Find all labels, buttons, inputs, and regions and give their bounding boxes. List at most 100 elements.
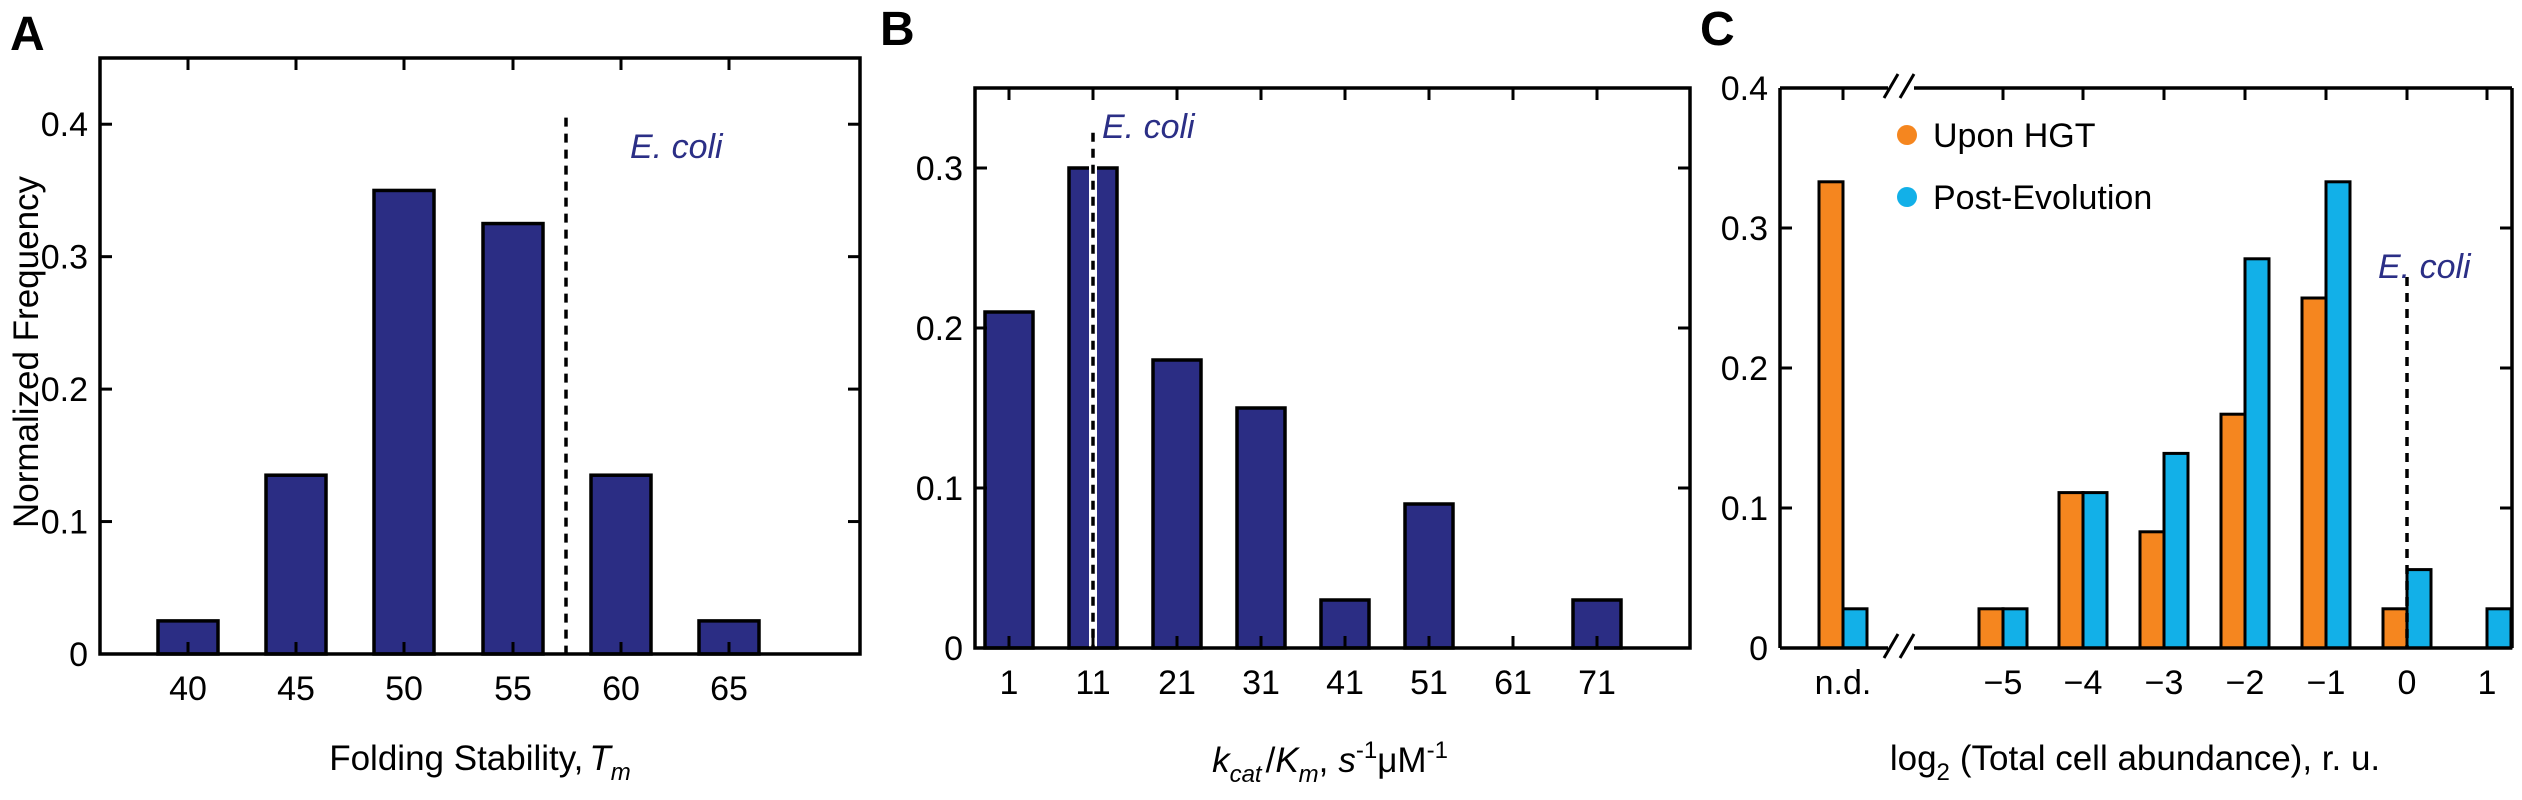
panel-c-xtick-label: −4 bbox=[2064, 664, 2103, 702]
panel-a-xtick-label: 60 bbox=[602, 670, 640, 708]
panel-b-xlabel-k: k bbox=[1212, 741, 1231, 780]
panel-b-bar bbox=[1235, 406, 1287, 650]
panel-c: C 00.10.20.30.4n.d. −5 −4 −3 −2 −1 0 1 E. coli … bbox=[1700, 3, 2514, 786]
panel-c-bar-upon-hgt bbox=[2057, 491, 2085, 650]
panel-c-bar-upon-hgt bbox=[2381, 607, 2409, 650]
panel-b-xtick-label: 21 bbox=[1158, 664, 1196, 702]
panel-c-ytick-label: 0.4 bbox=[1721, 70, 1768, 108]
panel-a-xtick-label: 45 bbox=[277, 670, 315, 708]
panel-c-legend: Upon HGT Post-Evolution bbox=[1897, 117, 2152, 217]
panel-c-bar-upon-hgt bbox=[1977, 607, 2005, 650]
panel-c-xtick-label: 1 bbox=[2478, 664, 2497, 702]
panel-a-xlabel-subscript: m bbox=[611, 759, 631, 786]
panel-c-bar-upon-hgt bbox=[2138, 530, 2166, 650]
panel-a-xtick-label: 50 bbox=[385, 670, 423, 708]
panel-b-xtick-label: 61 bbox=[1494, 664, 1532, 702]
panel-a-ytick-label: 0.3 bbox=[41, 239, 88, 277]
panel-a-xtick-label: 55 bbox=[494, 670, 532, 708]
panel-c-xtick-label: 0 bbox=[2398, 664, 2417, 702]
panel-b-xtick-label: 51 bbox=[1410, 664, 1448, 702]
panel-c-xtick-label: −2 bbox=[2226, 664, 2265, 702]
panel-c-ytick-label: 0.2 bbox=[1721, 350, 1768, 388]
panel-b-xlabel-s: s bbox=[1338, 741, 1356, 780]
panel-a-xtick-label: 65 bbox=[710, 670, 748, 708]
panel-b-letter: B bbox=[880, 3, 915, 56]
panel-b-xtick-label: 1 bbox=[1000, 664, 1019, 702]
panel-c-xlabel-rest: (Total cell abundance), r. u. bbox=[1960, 739, 2380, 778]
panel-a-xlabel-text: Folding Stability, bbox=[329, 739, 583, 778]
panel-a-bar bbox=[372, 188, 436, 656]
panel-a-ytick-label: 0.1 bbox=[41, 504, 88, 542]
panel-b-axes-frame bbox=[973, 86, 1692, 650]
panel-b-xlabel-K: K bbox=[1275, 741, 1300, 780]
panel-a-xtick-label: 40 bbox=[169, 670, 207, 708]
legend-label-upon-hgt: Upon HGT bbox=[1933, 117, 2096, 155]
panel-c-bars bbox=[1817, 180, 2513, 650]
panel-b-bar bbox=[1403, 502, 1455, 650]
legend-label-post-evolution: Post-Evolution bbox=[1933, 179, 2152, 217]
panel-c-ytick-label: 0 bbox=[1749, 630, 1768, 668]
panel-c-bar-post-evolution bbox=[2081, 491, 2109, 650]
panel-c-annotation: E. coli bbox=[2378, 248, 2472, 286]
panel-c-bar-post-evolution bbox=[2405, 568, 2433, 650]
panel-a-ylabel: Normalized Frequency bbox=[7, 175, 46, 528]
panel-b-ytick-label: 0 bbox=[944, 630, 963, 668]
panel-b-xlabel-cat: cat bbox=[1230, 761, 1263, 788]
panel-b-xlabel-uM: μM bbox=[1377, 741, 1426, 780]
panel-c-xtick-label: −1 bbox=[2307, 664, 2346, 702]
panel-c-bar-post-evolution bbox=[2162, 451, 2190, 650]
panel-c-xtick-label: −3 bbox=[2145, 664, 2184, 702]
panel-b-xlabel-slash: / bbox=[1266, 741, 1276, 780]
panel-b-annotation: E. coli bbox=[1102, 108, 1196, 146]
panel-c-letter: C bbox=[1700, 3, 1735, 56]
panel-a-bar bbox=[589, 473, 653, 656]
panel-a-ytick-label: 0.4 bbox=[41, 106, 88, 144]
panel-a-bars bbox=[156, 188, 761, 656]
panel-b-ytick-label: 0.3 bbox=[916, 150, 963, 188]
panel-a-axes-frame bbox=[98, 56, 862, 656]
panel-c-ytick-label: 0.3 bbox=[1721, 210, 1768, 248]
panel-b-bar bbox=[1151, 358, 1203, 650]
panel-c-xlabel: log2 (Total cell abundance), r. u. bbox=[1890, 739, 2380, 786]
panel-c-bar-post-evolution bbox=[2001, 607, 2029, 650]
panel-a: A Normalized Frequency 0 0.1 0.2 0.3 0.4 40 45… bbox=[7, 8, 862, 786]
panel-c-bar-post-evolution bbox=[2324, 180, 2352, 650]
panel-a-xlabel-symbol: T bbox=[589, 739, 613, 778]
panel-a-ytick-label: 0.2 bbox=[41, 371, 88, 409]
legend-marker-post-evolution bbox=[1897, 187, 1917, 207]
legend-marker-upon-hgt bbox=[1897, 125, 1917, 145]
panel-b-ticks: 00.10.20.31 11 21 31 41 51 61 71 bbox=[916, 88, 1690, 702]
panel-a-ytick-label: 0 bbox=[69, 636, 88, 674]
panel-a-bar bbox=[481, 221, 545, 656]
panel-c-ytick-label: 0.1 bbox=[1721, 490, 1768, 528]
panel-b-xlabel-exp1: -1 bbox=[1356, 737, 1377, 764]
panel-a-bar bbox=[264, 473, 328, 656]
panel-a-annotation: E. coli bbox=[630, 128, 724, 166]
panel-c-bar-post-evolution bbox=[2485, 607, 2513, 650]
panel-b-xlabel-comma: , bbox=[1319, 741, 1329, 780]
panel-c-bar-post-evolution bbox=[2243, 257, 2271, 650]
panel-b-xtick-label: 11 bbox=[1075, 664, 1110, 702]
panel-c-bar-upon-hgt bbox=[2219, 412, 2247, 650]
panel-b-bar bbox=[983, 310, 1035, 650]
panel-b-ytick-label: 0.2 bbox=[916, 310, 963, 348]
panel-c-bar-upon-hgt bbox=[2300, 296, 2328, 650]
panel-c-axis-break-top bbox=[1882, 73, 1916, 100]
panel-a-letter: A bbox=[10, 8, 45, 61]
panel-b-ytick-label: 0.1 bbox=[916, 470, 963, 508]
panel-c-xlabel-log: log bbox=[1890, 739, 1937, 778]
panel-c-xtick-label: −5 bbox=[1984, 664, 2023, 702]
panel-b-xtick-label: 71 bbox=[1578, 664, 1616, 702]
panel-b-xlabel-exp2: -1 bbox=[1427, 737, 1448, 764]
panel-c-ticks: 0 0.1 0.2 0.3 0.4 n.d. −5 −4 −3 −2 −1 0 1 bbox=[1721, 70, 2512, 702]
panel-c-xlabel-sub: 2 bbox=[1937, 759, 1950, 786]
panel-a-ticks: 0 0.1 0.2 0.3 0.4 40 45 50 55 60 65 bbox=[41, 58, 860, 708]
panel-b-xtick-label: 41 bbox=[1326, 664, 1364, 702]
panel-c-axis-break-bottom bbox=[1882, 633, 1916, 660]
panel-c-xtick-label: n.d. bbox=[1815, 664, 1872, 702]
panel-b: B 00.10.20.31 11 21 31 41 51 61 71 E. coli kcat… bbox=[880, 3, 1692, 788]
panel-b-bars bbox=[983, 132, 1623, 650]
panel-b-xlabel: kcat/Km, s-1μM-1 bbox=[1212, 737, 1448, 788]
panel-c-bar-post-evolution bbox=[1841, 607, 1869, 650]
